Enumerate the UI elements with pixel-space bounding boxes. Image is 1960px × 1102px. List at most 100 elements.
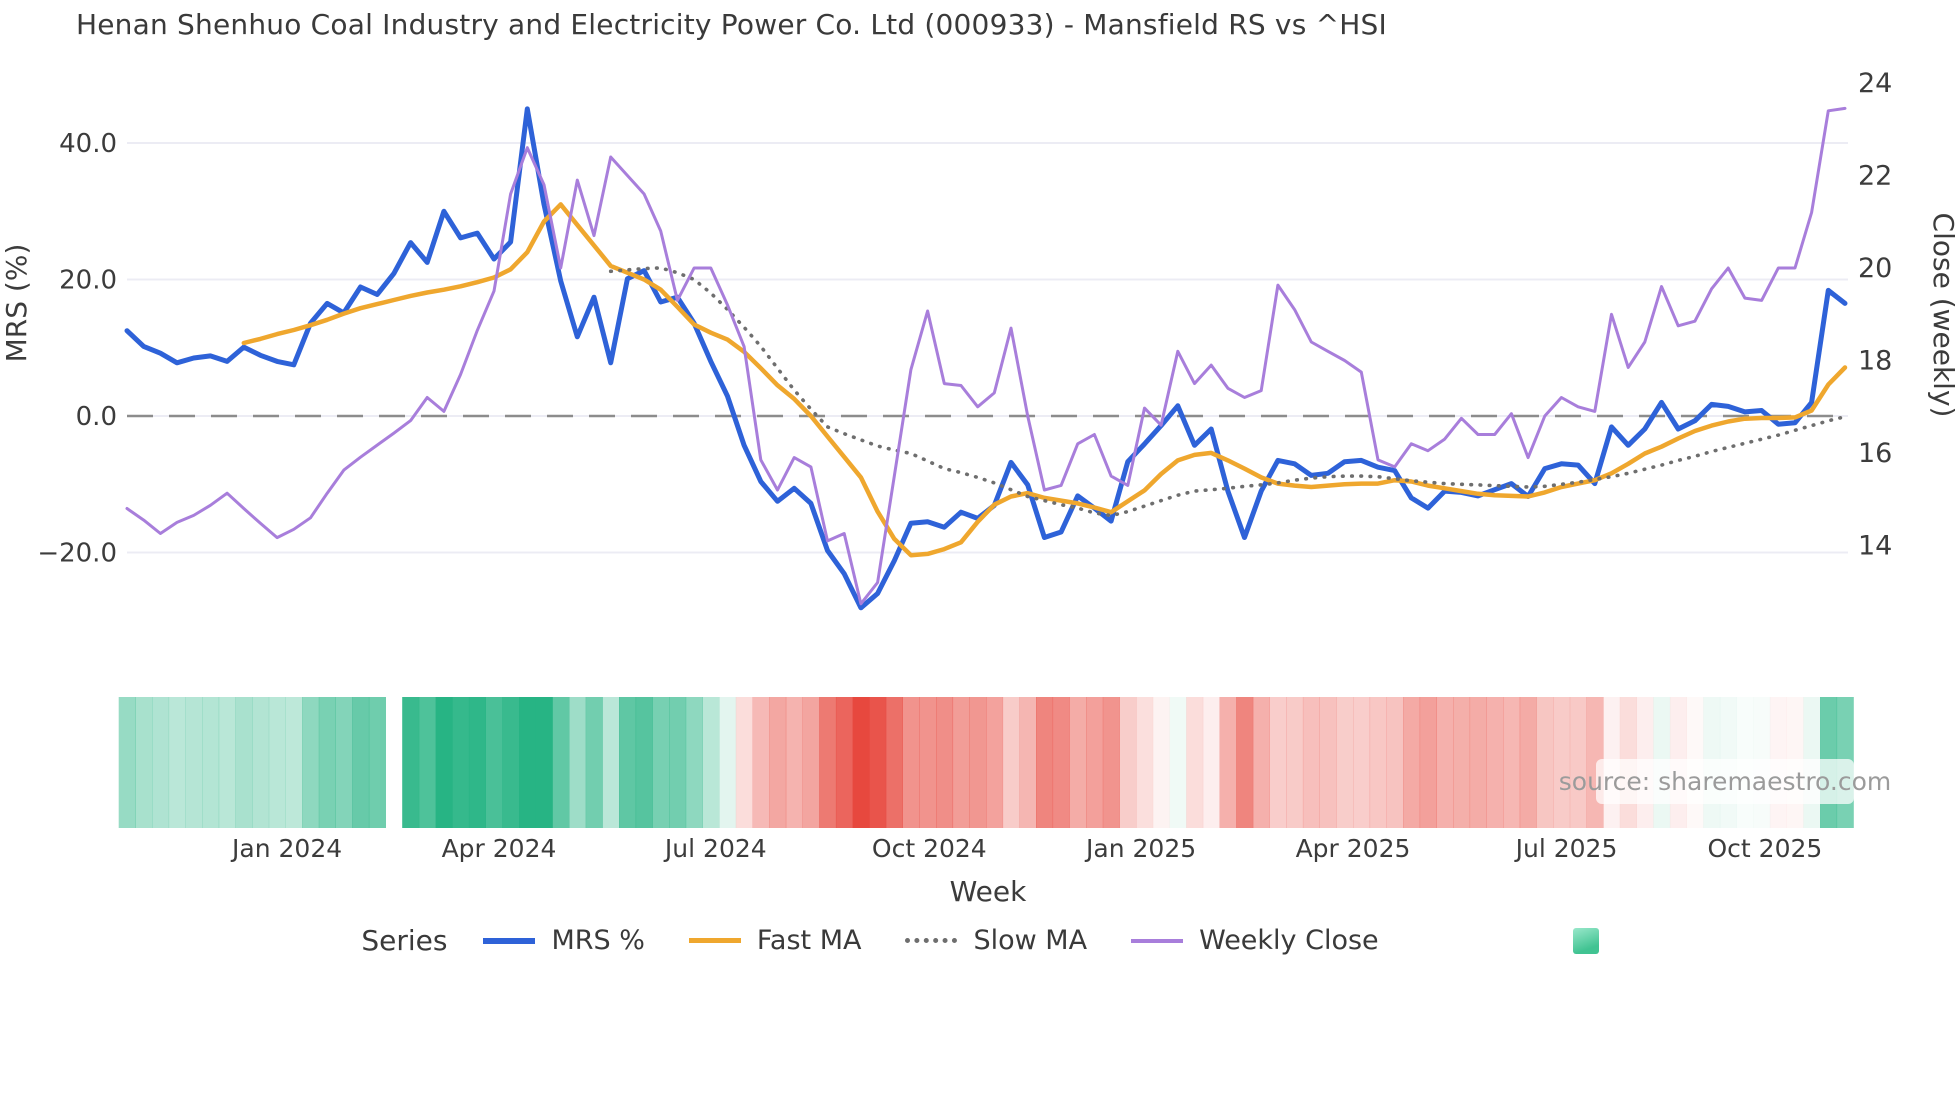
heatmap-band [1486, 697, 1504, 828]
heatmap-band [869, 697, 887, 828]
heatmap-band [986, 697, 1004, 828]
heatmap-band [519, 697, 537, 828]
legend-line-sample-mrs [483, 937, 536, 944]
heatmap-band [1036, 697, 1054, 828]
y-left-tick-label: 40.0 [59, 129, 117, 159]
heatmap-band [485, 697, 503, 828]
y-right-tick-label: 22 [1858, 161, 1892, 192]
legend-label-mrs: MRS % [551, 925, 645, 956]
heatmap-band [268, 697, 286, 828]
heatmap-band [1453, 697, 1471, 828]
y-left-tick-label: 0.0 [76, 402, 117, 432]
x-axis-title: Week [950, 875, 1027, 908]
heatmap-band [1252, 697, 1270, 828]
heatmap-band [218, 697, 236, 828]
heatmap-band [1469, 697, 1487, 828]
legend-item-fast-ma: Fast MA [688, 925, 862, 956]
heatmap-band [502, 697, 520, 828]
heatmap-band [1553, 697, 1571, 828]
heatmap-band [1503, 697, 1521, 828]
heatmap-band [1269, 697, 1287, 828]
heatmap-band [335, 697, 353, 828]
heatmap-band [452, 697, 470, 828]
heatmap-band [585, 697, 603, 828]
heatmap-band [135, 697, 153, 828]
heatmap-band [852, 697, 870, 828]
y-left-tick-label: −20.0 [37, 539, 117, 569]
heatmap-band [702, 697, 720, 828]
series-line-slow-ma [608, 266, 1847, 518]
heatmap-band [402, 697, 420, 828]
heatmap-band [752, 697, 770, 828]
heatmap-band [802, 697, 820, 828]
x-tick-label: Apr 2024 [442, 834, 557, 863]
heatmap-band [435, 697, 453, 828]
legend-title: Series [361, 924, 448, 957]
heatmap-band [1369, 697, 1387, 828]
x-tick-label: Jan 2024 [230, 834, 342, 863]
series-line-mrs [124, 106, 1848, 611]
heatmap-band [785, 697, 803, 828]
heatmap-band [1202, 697, 1220, 828]
legend-label-slow-ma: Slow MA [973, 925, 1088, 956]
heatmap-band [1119, 697, 1137, 828]
heatmap-band [1169, 697, 1187, 828]
heatmap-band [1069, 697, 1087, 828]
heatmap-band [1236, 697, 1254, 828]
legend-label-fast-ma: Fast MA [756, 925, 862, 956]
heatmap-band [118, 697, 136, 828]
heatmap-band [1186, 697, 1204, 828]
heatmap-band [1302, 697, 1320, 828]
legend-line-sample-weekly-close [1131, 938, 1184, 943]
heatmap-band [1569, 697, 1587, 828]
heatmap-band [669, 697, 687, 828]
legend-line-sample-slow-ma [905, 938, 958, 943]
y-right-tick-label: 24 [1858, 68, 1892, 99]
x-tick-label: Oct 2025 [1708, 834, 1823, 863]
heatmap-band [719, 697, 737, 828]
x-tick-label: Jul 2025 [1514, 834, 1618, 863]
heatmap-band [168, 697, 186, 828]
series-line-fast-ma [241, 202, 1848, 558]
heatmap-band [1336, 697, 1354, 828]
heatmap-band [1102, 697, 1120, 828]
heatmap-band [1386, 697, 1404, 828]
x-tick-label: Jan 2025 [1084, 834, 1196, 863]
heatmap-band [919, 697, 937, 828]
y-right-tick-label: 16 [1858, 438, 1892, 469]
y-right-tick-label: 20 [1858, 253, 1892, 284]
heatmap-band [569, 697, 587, 828]
chart-legend: Series MRS % Fast MA Slow MA Weekly Close [0, 924, 1960, 957]
heatmap-band [352, 697, 370, 828]
heatmap-band [235, 697, 253, 828]
heatmap-band [1286, 697, 1304, 828]
x-tick-label: Apr 2025 [1296, 834, 1411, 863]
heatmap-band [252, 697, 270, 828]
heatmap-band [1419, 697, 1437, 828]
heatmap-band [1002, 697, 1020, 828]
heatmap-band [1319, 697, 1337, 828]
series-line-weekly-close [125, 106, 1847, 606]
heatmap-band [285, 697, 303, 828]
heatmap-band [202, 697, 220, 828]
heatmap-band [1136, 697, 1154, 828]
legend-line-sample-fast-ma [688, 938, 741, 943]
source-watermark: source: sharemaestro.com [1559, 759, 1891, 804]
heatmap-band [1086, 697, 1104, 828]
heatmap-band [368, 697, 386, 828]
heatmap-band [1152, 697, 1170, 828]
legend-items: MRS % Fast MA Slow MA Weekly Close [483, 925, 1422, 956]
x-tick-label: Jul 2024 [663, 834, 767, 863]
heatmap-band [302, 697, 320, 828]
heatmap-band [652, 697, 670, 828]
heatmap-band [535, 697, 553, 828]
heatmap-band [835, 697, 853, 828]
heatmap-band [619, 697, 637, 828]
heatmap-band [685, 697, 703, 828]
y-right-tick-label: 18 [1858, 346, 1892, 377]
legend-item-slow-ma: Slow MA [905, 925, 1087, 956]
y-left-tick-label: 20.0 [59, 266, 117, 296]
heatmap-band [635, 697, 653, 828]
heatmap-band [885, 697, 903, 828]
